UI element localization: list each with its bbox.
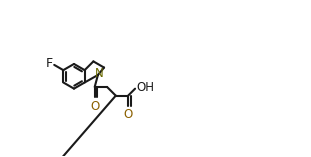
- Text: F: F: [45, 57, 53, 70]
- Text: O: O: [90, 100, 99, 113]
- Text: N: N: [95, 67, 104, 80]
- Text: OH: OH: [137, 81, 155, 94]
- Text: O: O: [123, 108, 133, 121]
